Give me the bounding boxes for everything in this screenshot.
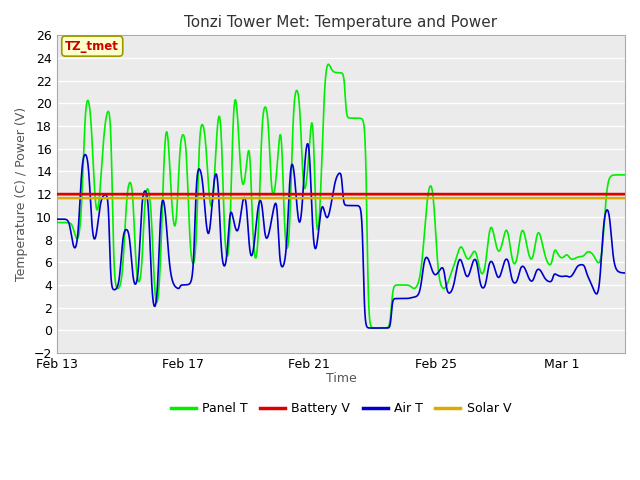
Legend: Panel T, Battery V, Air T, Solar V: Panel T, Battery V, Air T, Solar V [166, 397, 516, 420]
Y-axis label: Temperature (C) / Power (V): Temperature (C) / Power (V) [15, 107, 28, 281]
Title: Tonzi Tower Met: Temperature and Power: Tonzi Tower Met: Temperature and Power [184, 15, 497, 30]
X-axis label: Time: Time [326, 372, 356, 385]
Text: TZ_tmet: TZ_tmet [65, 40, 119, 53]
